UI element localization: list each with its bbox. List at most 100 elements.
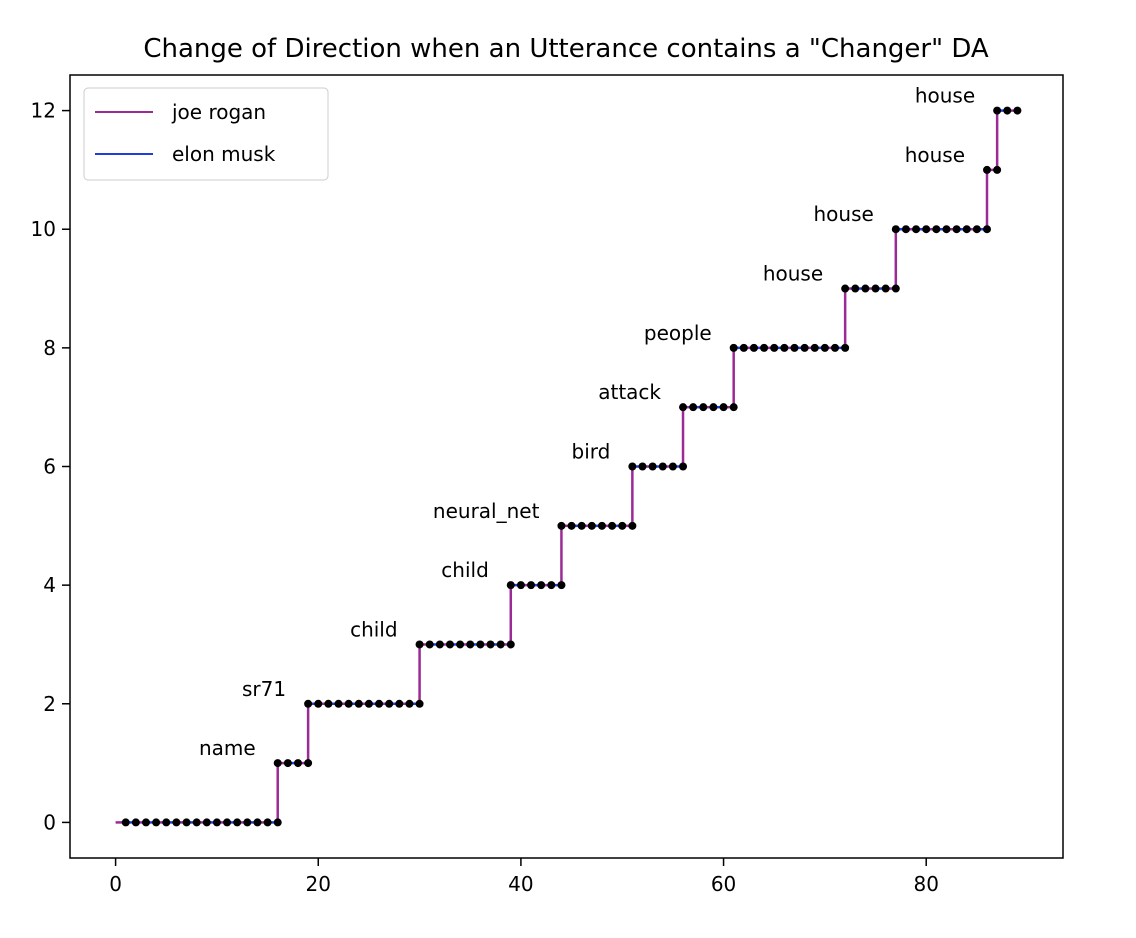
data-point xyxy=(658,462,667,471)
y-tick-label: 6 xyxy=(43,455,56,479)
data-point xyxy=(273,818,282,827)
data-point xyxy=(871,284,880,293)
data-point xyxy=(901,225,910,234)
data-point xyxy=(841,284,850,293)
data-point xyxy=(922,225,931,234)
data-point xyxy=(932,225,941,234)
data-point xyxy=(223,818,232,827)
data-point xyxy=(628,462,637,471)
y-tick-label: 4 xyxy=(43,573,56,597)
data-point xyxy=(435,640,444,649)
data-point xyxy=(587,521,596,530)
data-point xyxy=(1003,106,1012,115)
data-point xyxy=(233,818,242,827)
data-point xyxy=(202,818,211,827)
data-point xyxy=(506,581,515,590)
data-point xyxy=(942,225,951,234)
data-point xyxy=(719,403,728,412)
axes: 0 20 40 60 80 0 2 4 6 8 10 12 xyxy=(31,74,1064,896)
y-tick-label: 8 xyxy=(43,336,56,360)
legend: joe rogan elon musk xyxy=(83,87,329,181)
data-point xyxy=(709,403,718,412)
annotation-label: attack xyxy=(598,380,661,404)
data-point xyxy=(415,699,424,708)
y-tick-label: 2 xyxy=(43,692,56,716)
legend-label-joe-rogan: joe rogan xyxy=(171,100,266,124)
data-point xyxy=(304,759,313,768)
data-point xyxy=(648,462,657,471)
data-point xyxy=(212,818,221,827)
data-point xyxy=(293,759,302,768)
data-point xyxy=(425,640,434,649)
data-point xyxy=(668,462,677,471)
data-point xyxy=(324,699,333,708)
data-point xyxy=(283,759,292,768)
data-point xyxy=(182,818,191,827)
data-point xyxy=(537,581,546,590)
data-point xyxy=(304,699,313,708)
data-point xyxy=(699,403,708,412)
y-tick-label: 0 xyxy=(43,810,56,834)
x-tick-label: 80 xyxy=(913,872,938,896)
data-point xyxy=(912,225,921,234)
data-point xyxy=(364,699,373,708)
data-point xyxy=(314,699,323,708)
data-point xyxy=(415,640,424,649)
data-point xyxy=(405,699,414,708)
data-point xyxy=(841,343,850,352)
data-point xyxy=(547,581,556,590)
chart-title: Change of Direction when an Utterance co… xyxy=(143,34,989,64)
data-point xyxy=(729,403,738,412)
data-point xyxy=(456,640,465,649)
annotation-label: child xyxy=(441,558,488,582)
data-point xyxy=(820,343,829,352)
annotation-label: sr71 xyxy=(242,677,286,701)
data-point xyxy=(131,818,140,827)
data-point xyxy=(516,581,525,590)
annotation-label: house xyxy=(905,143,965,167)
data-point xyxy=(760,343,769,352)
annotation-label: bird xyxy=(572,440,611,464)
data-point xyxy=(162,818,171,827)
data-point xyxy=(729,343,738,352)
x-tick-label: 60 xyxy=(711,872,736,896)
plot-area: name sr71 child child neural_net bird attack pe… xyxy=(115,84,1022,827)
data-point xyxy=(557,581,566,590)
data-point xyxy=(395,699,404,708)
data-point xyxy=(952,225,961,234)
data-point xyxy=(831,343,840,352)
data-point xyxy=(972,225,981,234)
annotation-label: neural_net xyxy=(433,499,540,523)
y-tick-label: 10 xyxy=(31,217,56,241)
data-point xyxy=(466,640,475,649)
data-point xyxy=(273,759,282,768)
data-point xyxy=(263,818,272,827)
data-point xyxy=(506,640,515,649)
data-point xyxy=(638,462,647,471)
data-point xyxy=(618,521,627,530)
data-point xyxy=(334,699,343,708)
data-point xyxy=(679,462,688,471)
data-point xyxy=(983,165,992,174)
data-point xyxy=(152,818,161,827)
data-point xyxy=(121,818,130,827)
data-point xyxy=(881,284,890,293)
data-point xyxy=(385,699,394,708)
data-point xyxy=(851,284,860,293)
data-point xyxy=(993,106,1002,115)
data-point xyxy=(243,818,252,827)
data-point xyxy=(375,699,384,708)
data-point xyxy=(689,403,698,412)
annotation-label: house xyxy=(763,262,823,286)
data-point xyxy=(344,699,353,708)
data-point xyxy=(962,225,971,234)
data-point xyxy=(597,521,606,530)
y-tick-label: 12 xyxy=(31,99,56,123)
x-tick-label: 0 xyxy=(109,872,122,896)
data-point xyxy=(496,640,505,649)
data-point xyxy=(800,343,809,352)
data-point xyxy=(983,225,992,234)
data-point xyxy=(445,640,454,649)
data-point xyxy=(891,225,900,234)
